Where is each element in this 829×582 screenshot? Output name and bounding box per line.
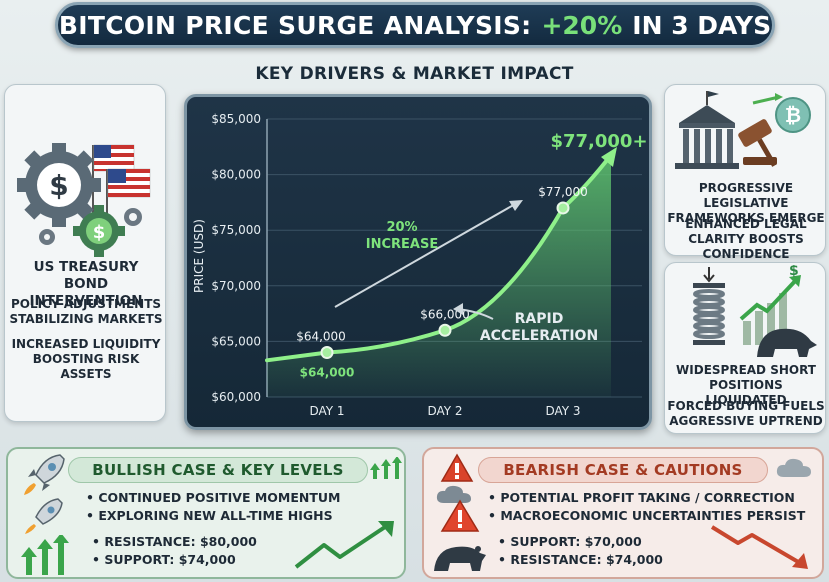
bearish-levels: • SUPPORT: $70,000 • RESISTANCE: $74,000 [498,533,663,569]
bullish-point-1-text: CONTINUED POSITIVE MOMENTUM [98,490,341,505]
bullish-title-bar: BULLISH CASE & KEY LEVELS [68,457,368,483]
up-arrows-icon [21,535,69,575]
data-point [556,201,570,215]
bearish-title-bar: BEARISH CASE & CAUTIONS [478,457,768,483]
left-point-2: INCREASED LIQUIDITY BOOSTING RISK ASSETS [11,337,161,381]
right-top-point: ENHANCED LEGAL CLARITY BOOSTS CONFIDENCE [685,217,807,261]
bullish-resistance-value: $80,000 [199,534,257,549]
rocket-icon-small [25,498,63,534]
y-tick-label: $80,000 [211,168,261,182]
bullish-point-2-text: EXPLORING NEW ALL-TIME HIGHS [98,508,333,523]
data-point [438,323,452,337]
bearish-point-2: • MACROECONOMIC UNCERTAINTIES PERSIST [488,508,806,523]
bullish-support-label: SUPPORT: [104,552,175,567]
bearish-point-2-text: MACROECONOMIC UNCERTAINTIES PERSIST [500,508,806,523]
capitol-gavel-bitcoin-icon: ₿ [675,91,811,169]
area-fill [267,155,611,397]
rocket-icon [24,454,65,495]
left-point-1: POLICY ADJUSTMENTS STABILIZING MARKETS [9,297,163,326]
bullish-point-1: • CONTINUED POSITIVE MOMENTUM [86,490,341,505]
data-label-below: $64,000 [300,366,355,380]
accel-arrow-head [453,303,463,315]
y-tick-label: $60,000 [211,390,261,404]
trend-arrow-head [509,200,523,211]
bearish-support-value: $70,000 [584,534,642,549]
bullish-point-2: • EXPLORING NEW ALL-TIME HIGHS [86,508,333,523]
bullish-support-value: $74,000 [178,552,236,567]
bearish-resistance-value: $74,000 [605,552,663,567]
svg-text:₿: ₿ [785,103,801,127]
svg-text:$: $ [49,169,68,202]
x-tick-label: DAY 3 [545,404,580,418]
bearish-title: BEARISH CASE & CAUTIONS [503,461,743,479]
bullish-support: • SUPPORT: $74,000 [92,552,236,567]
title-bar: BITCOIN PRICE SURGE ANALYSIS: +20% IN 3 … [55,2,775,48]
bearish-point-1: • POTENTIAL PROFIT TAKING / CORRECTION [488,490,795,505]
peak-arrow-head [601,147,617,167]
svg-text:$: $ [93,222,106,243]
y-tick-label: $85,000 [211,112,261,126]
uptrend-chart-icon [294,521,394,569]
x-tick-label: DAY 1 [309,404,344,418]
storm-warning-icon [436,485,480,532]
bearish-point-1-text: POTENTIAL PROFIT TAKING / CORRECTION [500,490,795,505]
annotation-increase-pct: 20% [386,220,417,235]
x-tick-label: DAY 2 [427,404,462,418]
right-bottom-panel: $ WIDESPREAD SHORT POSITIONS LIQUIDATED … [664,262,826,434]
bearish-resistance-label: RESISTANCE: [510,552,602,567]
bullish-resistance: • RESISTANCE: $80,000 [92,534,257,549]
bullish-resistance-label: RESISTANCE: [104,534,196,549]
annotation-increase-word: INCREASE [366,237,438,252]
title-tail: IN 3 DAYS [632,10,772,40]
y-tick-label: $65,000 [211,334,261,348]
y-axis-label: PRICE (USD) [192,219,206,293]
cloud-icon [776,458,811,477]
title-main: BITCOIN PRICE SURGE ANALYSIS: [58,10,532,40]
bearish-resistance: • RESISTANCE: $74,000 [498,552,663,567]
right-bottom-point: FORCED BUYING FUELS AGGRESSIVE UPTREND [667,399,825,428]
bullish-levels: • RESISTANCE: $80,000 • SUPPORT: $74,000 [92,533,257,569]
data-point [320,346,334,360]
price-chart: $85,000 $80,000 $75,000 $70,000 $65,000 $60,0… [192,112,648,418]
bullish-points: • CONTINUED POSITIVE MOMENTUM • EXPLORIN… [86,489,340,525]
right-bottom-heading: WIDESPREAD SHORT POSITIONS LIQUIDATED [676,363,816,407]
small-up-arrows-icon [370,457,402,479]
right-top-panel: ₿ PROGRESSIVE LEGISLATIVE FRAMEWORKS EME… [664,84,826,261]
gears-dollar-flags-icon: $ $ [17,143,151,257]
bullish-title: BULLISH CASE & KEY LEVELS [92,461,344,479]
bullish-panel: BULLISH CASE & KEY LEVELS • CONTINUED PO… [6,447,406,579]
subtitle: KEY DRIVERS & MARKET IMPACT [255,64,574,84]
bearish-support-label: SUPPORT: [510,534,581,549]
spring-bear-chart-icon: $ [693,265,817,357]
annotation-accel-1: RAPID [515,311,564,327]
trend-arrow [334,202,518,308]
bearish-panel: BEARISH CASE & CAUTIONS • POTENTIAL PROF… [422,447,824,579]
title-accent: +20% [541,10,623,40]
svg-text:$: $ [789,265,799,279]
downtrend-chart-icon [710,525,808,569]
bear-icon [434,546,486,571]
bearish-points: • POTENTIAL PROFIT TAKING / CORRECTION •… [488,489,805,525]
left-heading: US TREASURY BOND INTERVENTION [29,259,143,309]
left-panel: $ $ US TREASURY BOND INTERVENTION POLICY… [4,84,166,422]
y-tick-label: $75,000 [211,223,261,237]
bearish-support: • SUPPORT: $70,000 [498,534,642,549]
right-top-heading: PROGRESSIVE LEGISLATIVE FRAMEWORKS EMERG… [667,181,825,225]
peak-label: $77,000+ [550,131,647,152]
chart-panel: $85,000 $80,000 $75,000 $70,000 $65,000 $60,0… [184,94,652,430]
data-label: $77,000 [538,185,588,199]
annotation-accel-2: ACCELERATION [480,328,598,344]
data-label: $64,000 [296,330,346,344]
price-line [265,153,613,363]
warning-icon [440,453,474,482]
y-tick-label: $70,000 [211,279,261,293]
